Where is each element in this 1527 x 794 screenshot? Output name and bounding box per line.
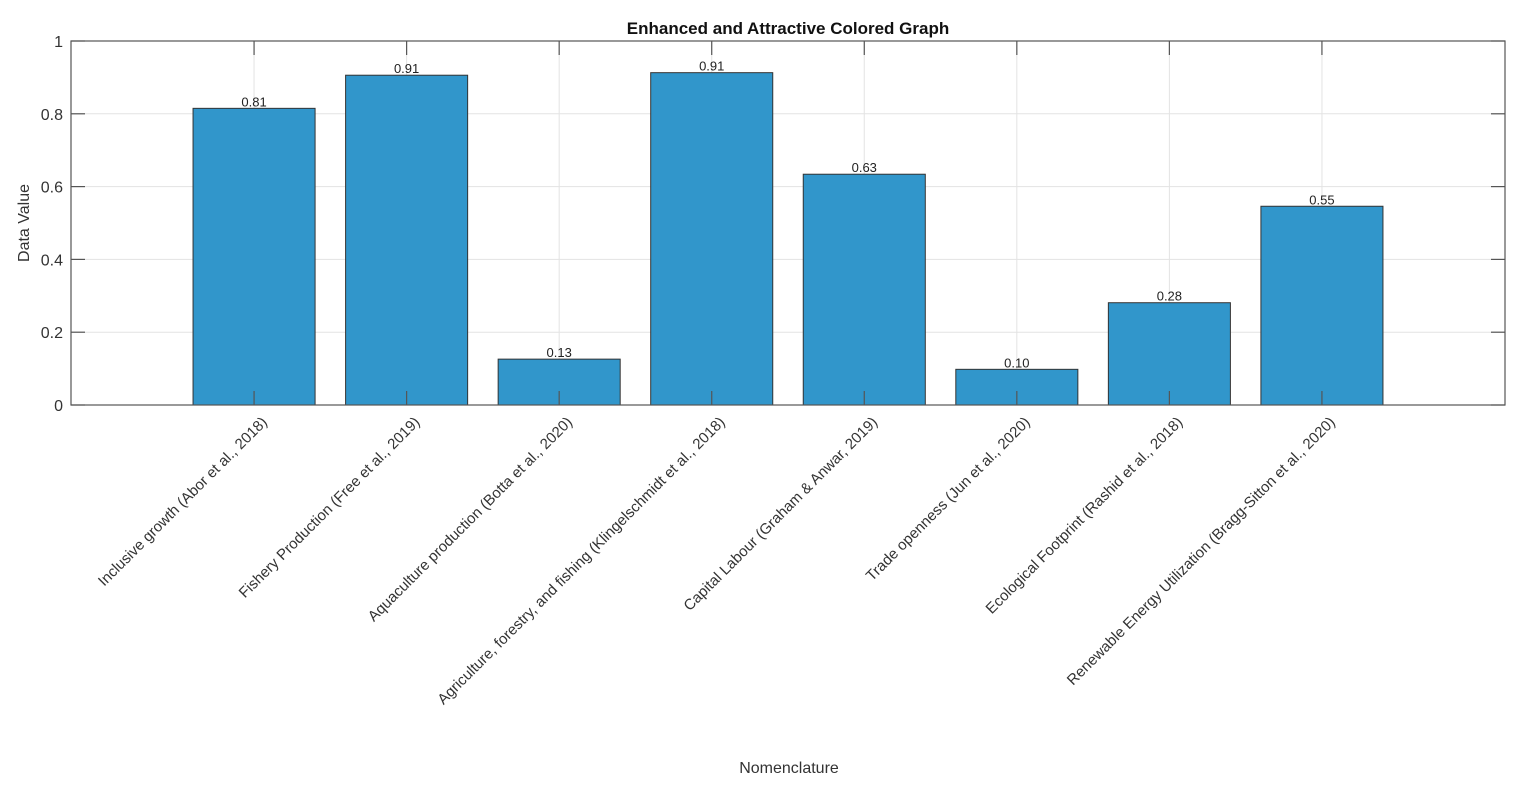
y-tick-label: 0.4: [41, 252, 63, 269]
bar: [650, 72, 774, 406]
data-label: 0.10: [1004, 355, 1029, 370]
bars: 0.81 0.91 0.13 0.91 0.63 0.10 0.28 0.55: [192, 59, 1384, 406]
x-axis-label: Nomenclature: [739, 760, 839, 777]
x-tick-label: Trade openness (Jun et al., 2020): [863, 414, 1034, 585]
data-label: 0.13: [547, 345, 572, 360]
bar: [1107, 302, 1231, 406]
x-tick-label: Capital Labour (Graham & Anwar, 2019): [680, 414, 881, 615]
y-tick-label: 1: [54, 34, 63, 51]
x-tick-label: Fishery Production (Free et al., 2019): [236, 414, 424, 602]
x-tick-label: Agriculture, forestry, and fishing (Klin…: [434, 414, 728, 708]
bar: [345, 74, 469, 406]
x-tick-label: Inclusive growth (Abor et al., 2018): [95, 414, 271, 590]
data-label: 0.81: [241, 94, 266, 109]
x-tick-label: Renewable Energy Utilization (Bragg-Sitt…: [1064, 414, 1339, 689]
chart-title: Enhanced and Attractive Colored Graph: [627, 19, 949, 38]
plot-box: [70, 40, 1506, 406]
data-label: 0.28: [1157, 289, 1182, 304]
y-tick-label: 0.8: [41, 107, 63, 124]
data-label: 0.63: [852, 160, 877, 175]
y-tick-label: 0: [54, 398, 63, 415]
y-tick-label: 0.2: [41, 325, 63, 342]
bar: [192, 107, 316, 406]
data-label: 0.91: [394, 61, 419, 76]
y-axis-label: Data Value: [16, 184, 33, 262]
data-label: 0.55: [1309, 192, 1334, 207]
bar: [802, 173, 926, 406]
data-label: 0.91: [699, 59, 724, 74]
y-tick-label: 0.6: [41, 180, 63, 197]
bar: [1260, 205, 1384, 406]
